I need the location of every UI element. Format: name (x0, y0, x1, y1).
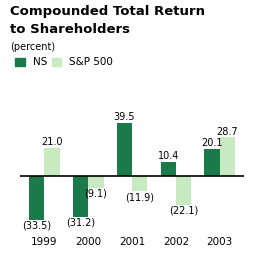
Bar (88, 176, 104, 188)
Bar (117, 123, 132, 176)
Text: (31.2): (31.2) (66, 218, 95, 228)
Bar (44, 148, 60, 176)
Text: (22.1): (22.1) (169, 206, 198, 216)
Bar (73, 176, 88, 217)
Bar (29, 176, 44, 220)
Text: 21.0: 21.0 (41, 137, 63, 147)
Text: 39.5: 39.5 (114, 113, 135, 122)
Text: 20.1: 20.1 (201, 138, 223, 148)
Text: (11.9): (11.9) (125, 192, 154, 202)
Text: (percent): (percent) (10, 42, 55, 51)
Text: Compounded Total Return: Compounded Total Return (10, 5, 205, 18)
Legend: NS, S&P 500: NS, S&P 500 (15, 57, 113, 67)
Text: 28.7: 28.7 (217, 127, 238, 137)
Bar (176, 176, 191, 205)
Bar (161, 162, 176, 176)
Bar (220, 138, 235, 176)
Text: 10.4: 10.4 (157, 151, 179, 161)
Text: (33.5): (33.5) (22, 221, 51, 231)
Bar (132, 176, 147, 191)
Text: (9.1): (9.1) (85, 188, 107, 198)
Text: to Shareholders: to Shareholders (10, 23, 130, 36)
Bar (204, 149, 220, 176)
